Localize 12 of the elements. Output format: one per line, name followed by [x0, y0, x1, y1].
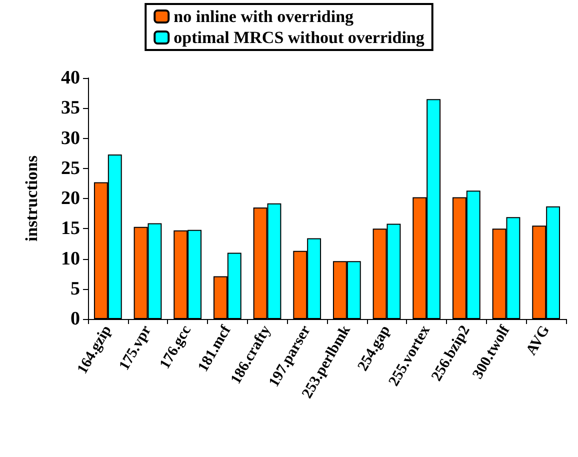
y-tick-label: 25: [61, 158, 80, 179]
y-tick-label: 10: [61, 248, 80, 270]
y-tick-label: 35: [61, 98, 80, 119]
y-tick-label: 15: [61, 218, 80, 240]
legend-label: no inline with overriding: [174, 7, 354, 26]
y-axis-title: instructions: [22, 155, 41, 242]
y-tick-label: 20: [61, 188, 80, 209]
legend-label: optimal MRCS without overriding: [174, 28, 425, 47]
y-tick-label: 30: [61, 128, 80, 149]
y-tick-label: 40: [61, 68, 80, 88]
y-tick-label: 0: [70, 308, 80, 330]
y-tick-label: 5: [70, 278, 80, 300]
